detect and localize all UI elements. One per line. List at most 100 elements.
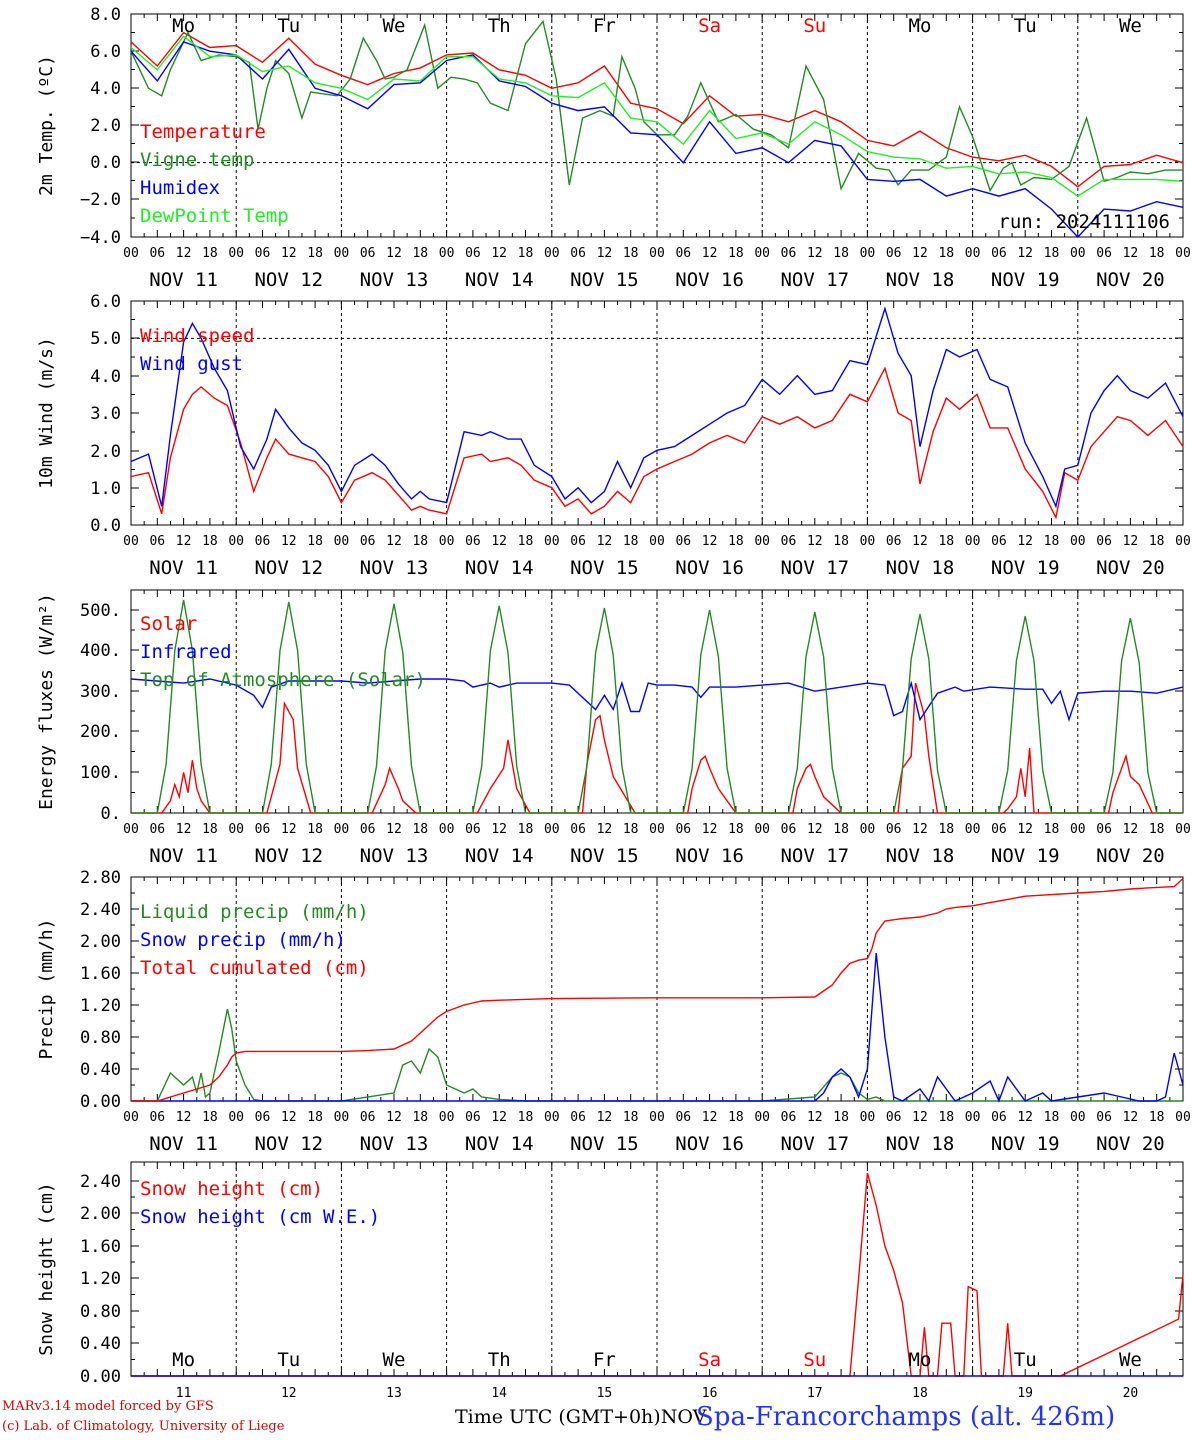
- date-label: NOV 14: [465, 1133, 534, 1155]
- hour-tick-label: 06: [255, 246, 271, 261]
- y-tick-label: 100.: [80, 763, 121, 783]
- hour-tick-label: 18: [833, 822, 849, 837]
- hour-tick-label: 00: [544, 246, 560, 261]
- hour-tick-label: 18: [938, 822, 954, 837]
- day-number-label: 16: [702, 1386, 718, 1401]
- hour-tick-label: 12: [597, 534, 613, 549]
- hour-tick-label: 00: [860, 822, 876, 837]
- hour-tick-label: 12: [281, 1110, 297, 1125]
- x-axis-title-text: Time UTC (GMT+0h): [455, 1406, 661, 1428]
- hour-tick-label: 00: [754, 534, 770, 549]
- date-label: NOV 15: [570, 269, 639, 291]
- hour-tick-label: 12: [807, 534, 823, 549]
- hour-tick-label: 18: [412, 822, 428, 837]
- hour-tick-label: 12: [807, 822, 823, 837]
- weekday-label: Sa: [698, 15, 721, 37]
- y-tick-label: 0.0: [90, 153, 121, 173]
- hour-tick-label: 12: [281, 822, 297, 837]
- hour-tick-label: 06: [781, 822, 797, 837]
- hour-tick-label: 18: [728, 822, 744, 837]
- date-label: NOV 12: [254, 845, 323, 867]
- hour-tick-label: 18: [938, 1110, 954, 1125]
- hour-tick-label: 00: [544, 822, 560, 837]
- hour-tick-label: 06: [360, 822, 376, 837]
- y-axis-label: 10m Wind (m/s): [36, 337, 57, 489]
- series-line-humidex: [130, 41, 1184, 239]
- hour-tick-label: 00: [123, 1110, 139, 1125]
- hour-tick-label: 00: [544, 534, 560, 549]
- hour-tick-label: 18: [1149, 246, 1165, 261]
- y-tick-label: 1.60: [80, 964, 121, 984]
- series-line-snow-height-cm-: [131, 1172, 1184, 1377]
- y-axis-label: 2m Temp. (ºC): [36, 55, 57, 196]
- hour-tick-label: 06: [255, 1110, 271, 1125]
- series-line-liquid-precip-mm-h-: [131, 1008, 1183, 1102]
- legend-entry: Solar: [140, 613, 197, 635]
- hour-tick-label: 06: [991, 534, 1007, 549]
- hour-tick-label: 06: [781, 1110, 797, 1125]
- y-tick-label: 1.60: [80, 1237, 121, 1257]
- plot-frame: [130, 589, 1184, 814]
- series-line-top-of-atmosphere-solar-: [131, 599, 1183, 814]
- hour-tick-label: 06: [1096, 534, 1112, 549]
- legend-entry: Snow height (cm W.E.): [140, 1206, 380, 1228]
- weekday-label: Th: [488, 1349, 511, 1371]
- hour-tick-label: 00: [649, 246, 665, 261]
- station-name: Spa-Francorchamps (alt. 426m): [696, 1402, 1116, 1432]
- date-label: NOV 17: [780, 845, 849, 867]
- hour-tick-label: 06: [465, 534, 481, 549]
- hour-tick-label: 18: [1149, 534, 1165, 549]
- hour-tick-label: 12: [702, 534, 718, 549]
- hour-tick-label: 12: [912, 822, 928, 837]
- day-number-label: 11: [176, 1386, 192, 1401]
- hour-tick-label: 06: [886, 246, 902, 261]
- y-axis-label: Snow height (cm): [36, 1182, 57, 1355]
- hour-tick-label: 18: [1044, 246, 1060, 261]
- y-tick-label: −2.0: [80, 190, 121, 210]
- weekday-label: Tu: [277, 15, 300, 37]
- y-tick-label: 2.40: [80, 900, 121, 920]
- hour-tick-label: 06: [360, 534, 376, 549]
- hour-tick-label: 06: [675, 1110, 691, 1125]
- hour-tick-label: 12: [176, 246, 192, 261]
- y-tick-label: 2.80: [80, 868, 121, 888]
- weekday-label: We: [1119, 1349, 1142, 1371]
- hour-tick-label: 18: [1149, 1110, 1165, 1125]
- day-number-label: 18: [912, 1386, 928, 1401]
- hour-tick-label: 12: [491, 246, 507, 261]
- hour-tick-label: 12: [386, 534, 402, 549]
- series-line-dewpoint-temp: [130, 35, 1184, 197]
- y-tick-label: 0.: [101, 804, 121, 824]
- hour-tick-label: 18: [518, 534, 534, 549]
- hour-tick-label: 18: [412, 1110, 428, 1125]
- date-label: NOV 20: [1096, 845, 1165, 867]
- hour-tick-label: 18: [202, 1110, 218, 1125]
- y-tick-label: 2.00: [80, 1204, 121, 1224]
- hour-tick-label: 00: [544, 1110, 560, 1125]
- y-tick-label: 2.00: [80, 932, 121, 952]
- hour-tick-label: 06: [149, 534, 165, 549]
- hour-tick-label: 18: [307, 246, 323, 261]
- hour-tick-label: 00: [754, 1110, 770, 1125]
- hour-tick-label: 12: [491, 534, 507, 549]
- weekday-label: Tu: [277, 1349, 300, 1371]
- y-axis-label: Energy fluxes (W/m²): [36, 593, 57, 810]
- y-tick-label: −4.0: [80, 228, 121, 248]
- date-label: NOV 16: [675, 845, 744, 867]
- hour-tick-label: 00: [439, 822, 455, 837]
- weekday-label: Mo: [909, 1349, 932, 1371]
- date-label: NOV 18: [886, 269, 955, 291]
- hour-tick-label: 18: [1044, 1110, 1060, 1125]
- hour-tick-label: 06: [570, 1110, 586, 1125]
- hour-tick-label: 18: [833, 1110, 849, 1125]
- panel-3: 500. 400. 300. 200. 100. 0. Energy fluxes (W/m…: [36, 589, 1191, 867]
- date-label: NOV 19: [991, 557, 1060, 579]
- weekday-label: We: [383, 1349, 406, 1371]
- hour-tick-label: 18: [518, 246, 534, 261]
- panel-4: 2.80 2.40 2.00 1.60 1.20 0.80 0.40 0.00 Precip (…: [36, 868, 1191, 1155]
- y-tick-label: 400.: [80, 641, 121, 661]
- y-tick-label: 8.0: [90, 5, 121, 25]
- legend-entry: Total cumulated (cm): [140, 957, 369, 979]
- date-label: NOV 14: [465, 845, 534, 867]
- hour-tick-label: 12: [807, 246, 823, 261]
